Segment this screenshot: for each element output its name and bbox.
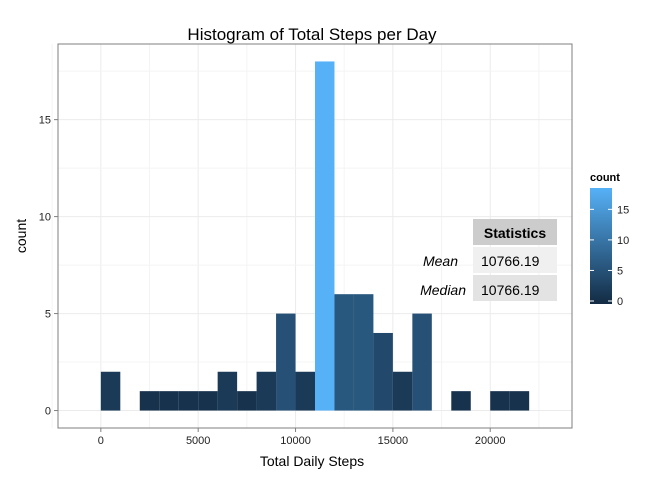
- histogram-bar: [490, 391, 510, 411]
- legend-tick-label: 0: [617, 296, 623, 308]
- histogram-bar: [256, 371, 277, 411]
- y-tick-label: 15: [39, 115, 51, 127]
- stats-mean-value: 10766.19: [481, 253, 540, 269]
- legend-tick-label: 15: [617, 204, 629, 216]
- histogram-bar: [295, 371, 315, 411]
- stats-median-label: Median: [420, 282, 466, 298]
- bars: [100, 61, 530, 411]
- legend-title: count: [590, 172, 620, 184]
- histogram-bar: [412, 313, 432, 411]
- y-tick-label: 5: [45, 309, 51, 321]
- y-tick-label: 0: [45, 406, 51, 418]
- histogram-bar: [315, 61, 335, 411]
- legend-tick-label: 5: [617, 265, 623, 277]
- x-tick-label: 5000: [186, 435, 210, 447]
- histogram-bar: [198, 391, 218, 411]
- histogram-bar: [451, 391, 471, 411]
- y-axis-title: count: [13, 219, 29, 253]
- histogram-bar: [159, 391, 179, 411]
- x-axis-title: Total Daily Steps: [260, 453, 364, 469]
- stats-header: Statistics: [484, 225, 546, 241]
- histogram-bar: [373, 332, 393, 411]
- stats-median-value: 10766.19: [481, 282, 540, 298]
- legend-tick-label: 10: [617, 235, 629, 247]
- histogram-bar: [237, 391, 257, 411]
- plot-panel: [57, 43, 573, 429]
- color-legend: count 0 5 10 15: [590, 172, 629, 308]
- histogram-bar: [100, 371, 121, 411]
- legend-ticks: 0 5 10 15: [590, 204, 629, 308]
- x-tick-label: 10000: [280, 435, 311, 447]
- x-tick-label: 15000: [378, 435, 409, 447]
- legend-colorbar: [590, 188, 612, 304]
- histogram-bar: [178, 391, 199, 411]
- x-tick-label: 20000: [475, 435, 506, 447]
- histogram-bar: [509, 391, 530, 411]
- stats-mean-label: Mean: [423, 253, 458, 269]
- stats-median-cell: [473, 275, 557, 301]
- axis-ticks: 0 5000 10000 15000 20000 0 5 10 15: [39, 115, 506, 447]
- histogram-bar: [217, 371, 238, 411]
- histogram-bar: [276, 313, 296, 411]
- histogram-bar: [353, 294, 374, 411]
- statistics-table: Statistics Mean 10766.19 Median 10766.19: [420, 219, 557, 301]
- stats-mean-cell: [473, 247, 557, 273]
- chart-title: Histogram of Total Steps per Day: [187, 25, 437, 44]
- x-tick-label: 0: [98, 435, 104, 447]
- histogram-bar: [334, 294, 354, 411]
- y-tick-label: 10: [39, 212, 51, 224]
- histogram-bar: [392, 371, 413, 411]
- histogram-bar: [139, 391, 160, 411]
- stats-header-cell: [473, 219, 557, 245]
